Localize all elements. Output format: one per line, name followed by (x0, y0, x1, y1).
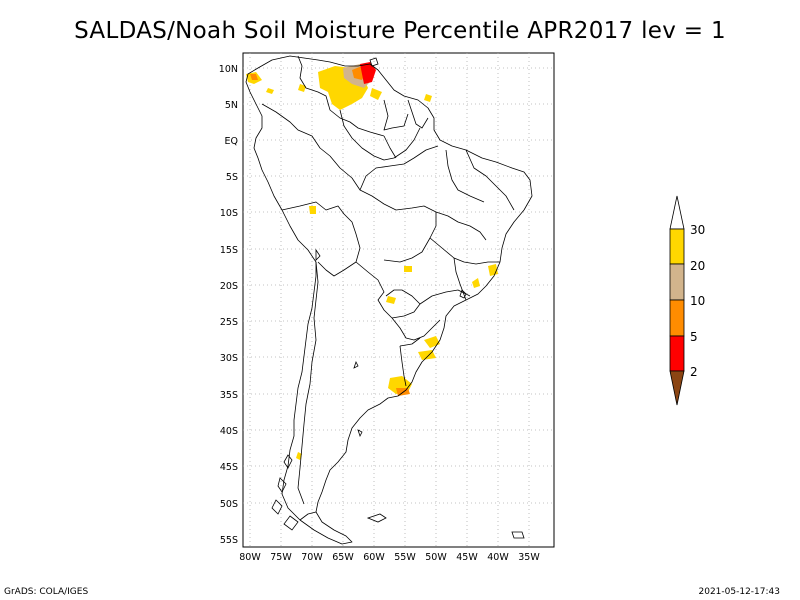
lat-label: 25S (220, 317, 238, 328)
lon-label: 75W (270, 552, 292, 563)
lat-label: 5S (226, 172, 238, 183)
lon-label: 65W (332, 552, 354, 563)
legend-label: 10 (690, 294, 705, 308)
legend-swatch-2-5 (669, 335, 685, 372)
island-outlines (271, 57, 525, 539)
lon-label: 40W (487, 552, 509, 563)
lat-label: 15S (220, 245, 238, 256)
legend-swatch-20-30 (669, 228, 685, 265)
lon-label: 80W (239, 552, 261, 563)
lon-label: 35W (518, 552, 540, 563)
lat-label: 35S (220, 390, 238, 401)
lat-label: 50S (220, 499, 238, 510)
legend-label: 2 (690, 365, 698, 379)
legend-label: 30 (690, 223, 705, 237)
legend-label: 5 (690, 330, 698, 344)
legend-swatch-10-20 (669, 263, 685, 301)
lat-label: 10S (220, 208, 238, 219)
legend-label: 20 (690, 259, 705, 273)
lat-label: 30S (220, 353, 238, 364)
lon-axis: 80W 75W 70W 65W 60W 55W 50W 45W 40W 35W (239, 552, 540, 563)
lat-axis: 10N 5N EQ 5S 10S 15S 20S 25S 30S 35S 40S… (219, 64, 238, 546)
lon-label: 55W (394, 552, 416, 563)
lat-label: EQ (225, 136, 238, 147)
lat-label: 55S (220, 535, 238, 546)
lon-label: 50W (425, 552, 447, 563)
lon-label: 60W (363, 552, 385, 563)
lat-label: 45S (220, 462, 238, 473)
coastline-outline (245, 55, 533, 545)
legend-swatch-5-10 (669, 299, 685, 337)
lon-label: 70W (301, 552, 323, 563)
lat-label: 20S (220, 281, 238, 292)
legend-bottom-arrow (669, 370, 685, 406)
lat-label: 40S (220, 426, 238, 437)
footer-timestamp: 2021-05-12-17:43 (698, 587, 781, 597)
footer-credit: GrADS: COLA/IGES (4, 587, 89, 597)
lat-label: 5N (225, 100, 238, 111)
color-legend: 30 20 10 5 2 (669, 195, 705, 406)
legend-top-arrow (669, 195, 685, 230)
map-title: SALDAS/Noah Soil Moisture Percentile APR… (74, 18, 726, 44)
lon-label: 45W (456, 552, 478, 563)
map-frame (242, 52, 555, 548)
lat-label: 10N (219, 64, 238, 75)
